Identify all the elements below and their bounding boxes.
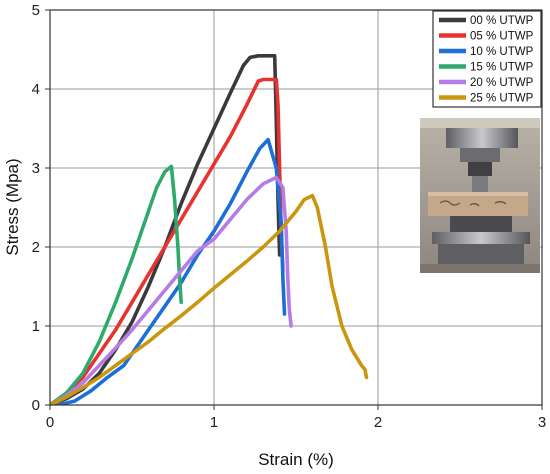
legend-label-3: 15 % UTWP [470,62,534,74]
tensile-test-specimen-photo [420,118,540,273]
legend-label-1: 05 % UTWP [470,31,534,43]
series-line-0 [50,53,282,405]
y-axis-label: Stress (Mpa) [3,158,22,255]
series-line-5 [50,193,369,405]
x-tick-label: 1 [210,414,218,431]
y-tick-label: 2 [32,239,40,256]
x-axis-label: Strain (%) [258,450,334,469]
y-tick-label: 3 [32,160,40,177]
legend-label-2: 10 % UTWP [470,46,534,58]
axis-ticks: 0 1 2 3 0 1 2 3 4 5 [32,2,547,431]
legend-label-5: 25 % UTWP [470,93,534,105]
legend: 00 % UTWP 05 % UTWP 10 % UTWP 15 % UTWP 20 %… [432,10,542,108]
x-tick-label: 3 [538,414,546,431]
y-tick-label: 5 [32,2,40,19]
series-line-3 [50,164,183,405]
y-tick-label: 0 [32,397,40,414]
series-lines [50,53,369,405]
series-line-2 [56,137,287,405]
plot-frame [49,9,543,406]
x-tick-label: 2 [374,414,382,431]
x-tick-label: 0 [46,414,54,431]
y-tick-label: 1 [32,318,40,335]
legend-label-0: 00 % UTWP [470,15,534,27]
series-line-1 [50,77,285,405]
legend-label-4: 20 % UTWP [470,77,534,89]
y-tick-label: 4 [32,81,40,98]
